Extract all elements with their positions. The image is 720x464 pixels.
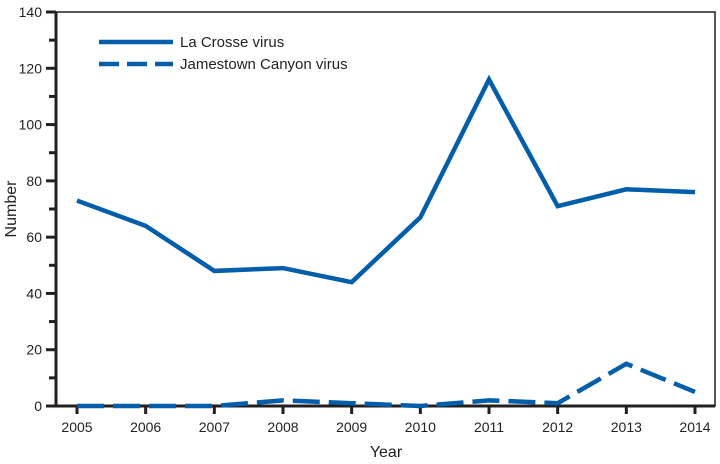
- y-tick-label: 100: [19, 117, 43, 133]
- y-tick-label: 0: [34, 398, 42, 414]
- x-tick-label: 2006: [130, 419, 161, 435]
- y-tick-label: 20: [26, 342, 42, 358]
- x-tick-label: 2013: [611, 419, 642, 435]
- plot-frame: [55, 11, 716, 407]
- x-tick-label: 2009: [336, 419, 367, 435]
- series-line-jamestown-canyon-virus: [77, 361, 696, 409]
- y-tick-label: 140: [19, 4, 43, 20]
- series-group: [76, 74, 696, 409]
- x-tick-label: 2007: [199, 419, 230, 435]
- y-tick-label: 120: [19, 60, 43, 76]
- series-line-la-crosse-virus: [76, 74, 696, 285]
- y-tick-label: 40: [26, 285, 42, 301]
- axes: [54, 11, 716, 408]
- x-axis-title: Year: [370, 444, 403, 461]
- x-tick-label: 2008: [267, 419, 298, 435]
- x-tick-label: 2010: [405, 419, 436, 435]
- x-ticks: 2005 2006 2007 2008 2009 2010 2011 2012 2013 2014: [61, 406, 711, 435]
- legend: La Crosse virus Jamestown Canyon virus: [99, 34, 348, 73]
- y-axis-title: Number: [3, 180, 20, 238]
- y-ticks: 0 20 40 60 80 100 120 140: [19, 4, 56, 414]
- x-tick-label: 2011: [474, 419, 504, 435]
- x-tick-label: 2005: [61, 419, 92, 435]
- legend-label-la-crosse-virus: La Crosse virus: [180, 34, 284, 51]
- x-tick-label: 2012: [542, 419, 573, 435]
- legend-label-jamestown-canyon-virus: Jamestown Canyon virus: [180, 56, 348, 73]
- y-tick-label: 80: [26, 173, 42, 189]
- y-tick-label: 60: [26, 229, 42, 245]
- x-tick-label: 2014: [679, 419, 710, 435]
